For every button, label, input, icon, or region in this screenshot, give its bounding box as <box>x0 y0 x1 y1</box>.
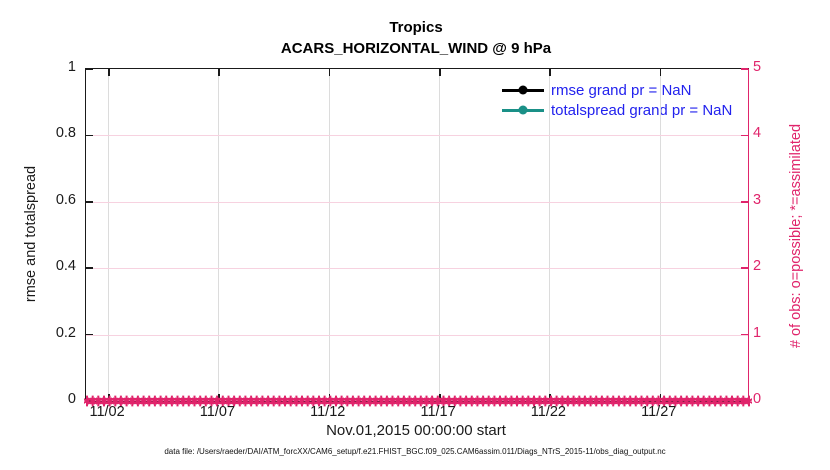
plot-area: rmse grand pr = NaN totalspread grand pr… <box>84 68 752 407</box>
right-y-axis-label: # of obs: o=possible; *=assimilated <box>788 123 804 349</box>
left-y-axis-tick <box>86 333 93 336</box>
y-gridline <box>86 201 748 203</box>
data-file-path: data file: /Users/raeder/DAI/ATM_forcXX/… <box>164 447 666 456</box>
x-tick-label: 11/17 <box>420 404 456 420</box>
x-axis-tick-mirror <box>439 69 441 76</box>
x-gridline <box>439 69 441 401</box>
legend-label-rmse: rmse grand pr = NaN <box>551 81 692 99</box>
x-gridline <box>218 69 220 401</box>
x-axis-tick-mirror <box>218 69 220 76</box>
right-y-tick-label: 0 <box>753 391 762 407</box>
left-y-axis-tick <box>86 134 93 137</box>
left-y-tick-label: 0.8 <box>55 125 76 142</box>
left-y-tick-label: 0.4 <box>55 258 76 275</box>
right-y-tick-label: 5 <box>753 59 762 75</box>
x-axis-tick <box>439 394 441 401</box>
left-y-axis-tick <box>86 68 93 70</box>
x-axis-tick-mirror <box>549 69 551 76</box>
left-y-tick-label: 0 <box>67 391 76 407</box>
x-tick-label: 11/02 <box>89 404 125 420</box>
left-y-tick-label: 0.6 <box>55 191 76 208</box>
x-axis-tick <box>659 394 662 401</box>
legend-entry-totalspread: totalspread grand pr = NaN <box>502 100 732 120</box>
left-y-tick-label: 1 <box>67 59 76 75</box>
legend-circle-marker-icon <box>518 105 528 115</box>
chart-title: Tropics <box>389 19 443 36</box>
chart-subtitle: ACARS_HORIZONTAL_WIND @ 9 hPa <box>280 40 552 57</box>
x-axis-tick <box>218 394 220 401</box>
y-gridline <box>86 268 748 270</box>
x-gridline <box>659 69 661 401</box>
legend-circle-marker-icon <box>518 85 528 95</box>
obs-count-marker-band <box>84 395 752 407</box>
x-tick-label: 11/27 <box>641 404 677 420</box>
x-axis-tick-mirror <box>108 69 110 76</box>
right-y-tick-label: 3 <box>753 191 762 208</box>
x-tick-label: 11/22 <box>530 404 566 420</box>
right-y-axis-tick <box>741 201 748 203</box>
legend-entry-rmse: rmse grand pr = NaN <box>502 80 732 100</box>
x-gridline <box>108 69 110 401</box>
left-y-axis-tick <box>86 400 93 402</box>
x-tick-label: 11/12 <box>310 404 346 420</box>
left-y-tick-label: 0.2 <box>55 324 76 341</box>
x-axis-label: Nov.01,2015 00:00:00 start <box>326 422 506 439</box>
right-y-axis-tick <box>741 68 748 70</box>
right-y-axis-tick <box>741 333 748 336</box>
x-gridline <box>328 69 330 401</box>
x-gridline <box>549 69 551 401</box>
right-y-axis-tick <box>741 267 748 269</box>
x-tick-label: 11/07 <box>199 404 235 420</box>
legend-label-totalspread: totalspread grand pr = NaN <box>551 101 733 119</box>
legend: rmse grand pr = NaN totalspread grand pr… <box>502 80 732 120</box>
left-y-axis-label: rmse and totalspread <box>23 165 39 303</box>
right-y-axis-tick <box>741 134 748 137</box>
legend-line-swatch-totalspread <box>502 105 544 115</box>
left-y-axis-tick <box>86 267 93 269</box>
right-y-tick-label: 1 <box>753 324 762 341</box>
y-gridline <box>86 334 748 336</box>
left-y-axis-tick <box>86 201 93 203</box>
right-y-tick-label: 4 <box>753 125 762 142</box>
x-axis-tick-mirror <box>328 69 331 76</box>
legend-line-swatch-rmse <box>502 85 544 95</box>
right-y-tick-label: 2 <box>753 258 762 275</box>
y-gridline <box>86 135 748 137</box>
x-axis-tick-mirror <box>659 69 662 76</box>
